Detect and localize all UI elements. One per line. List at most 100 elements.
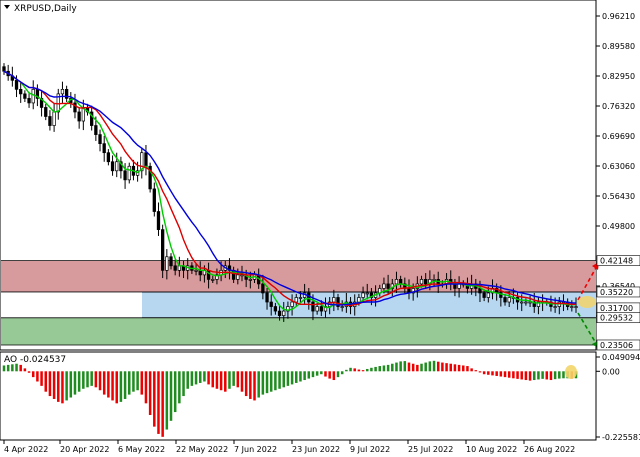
ao-bar <box>495 371 498 376</box>
candle <box>478 288 482 294</box>
ao-bar <box>307 371 311 379</box>
candle <box>532 301 536 307</box>
candle <box>319 306 323 312</box>
x-tick-label: 23 Jun 2022 <box>292 445 340 454</box>
candle <box>110 161 115 172</box>
ao-bar <box>382 365 386 372</box>
ao-bar <box>391 363 394 372</box>
ao-bar <box>524 371 528 381</box>
ao-bar <box>499 371 503 377</box>
ao-bar <box>349 367 352 372</box>
x-tick-label: 7 Jun 2022 <box>234 445 277 454</box>
candle <box>90 111 94 126</box>
ao-axis: 0.049094 0.00 -0.225581 <box>596 353 640 442</box>
ao-bar <box>365 368 369 372</box>
price-axis: 0.96210 0.89580 0.82950 0.76320 0.69690 0.630… <box>596 12 635 351</box>
candle <box>165 256 169 271</box>
price-label: 0.23506 <box>600 341 633 350</box>
ao-bar <box>40 371 43 386</box>
ao-bar <box>244 371 248 397</box>
ao-bar <box>374 366 377 372</box>
ao-bar <box>236 371 240 388</box>
candle <box>307 292 311 303</box>
candle <box>156 211 161 230</box>
ao-bar <box>144 371 148 404</box>
ao-bar <box>140 371 144 395</box>
candle <box>14 79 19 90</box>
ao-bar <box>115 371 118 404</box>
ao-bar <box>424 362 427 372</box>
ao-panel[interactable] <box>0 351 597 441</box>
ao-tick-label: 0.049094 <box>602 353 640 362</box>
candle <box>382 283 386 289</box>
ao-bar <box>324 371 327 377</box>
y-tick-label: 0.69690 <box>602 132 635 141</box>
ao-bar <box>553 371 557 380</box>
price-label: 0.29532 <box>600 314 633 323</box>
ao-bar <box>491 371 494 376</box>
candle <box>524 301 528 304</box>
candle <box>553 306 557 308</box>
candle <box>48 116 52 126</box>
ao-bar <box>98 371 102 391</box>
ao-bar <box>353 368 356 372</box>
candle <box>123 170 127 181</box>
candle <box>173 265 177 271</box>
ao-bar <box>44 371 48 392</box>
candle <box>269 301 273 307</box>
ao-bar <box>466 366 469 372</box>
ao-bar <box>102 371 106 395</box>
ao-bar <box>562 371 565 379</box>
ao-bar <box>6 364 10 372</box>
ao-highlight <box>565 365 577 379</box>
ao-bar <box>224 371 227 392</box>
ao-bar <box>165 371 169 430</box>
zone-support <box>1 317 596 345</box>
ao-tick-label: -0.225581 <box>602 433 640 442</box>
ao-bar <box>399 361 402 372</box>
ao-bar <box>136 371 139 391</box>
ao-bar <box>290 371 294 385</box>
ao-bar <box>345 369 348 372</box>
x-tick-label: 26 Aug 2022 <box>524 445 575 454</box>
ao-bar <box>482 371 486 375</box>
ao-bar <box>282 371 285 388</box>
ao-bar <box>52 371 56 399</box>
price-label-box <box>596 255 640 266</box>
ao-bar <box>65 371 68 401</box>
candle <box>507 297 511 303</box>
ao-bar <box>27 371 31 373</box>
candle <box>73 102 77 113</box>
candle <box>365 292 369 295</box>
ao-bar <box>232 371 235 386</box>
y-tick-label: 0.76320 <box>602 102 635 111</box>
ao-bar <box>295 371 298 383</box>
ao-bar <box>386 364 390 372</box>
price-label: 0.31700 <box>600 304 633 313</box>
ao-bar <box>190 371 194 386</box>
title-triangle-icon <box>4 5 10 9</box>
ao-bar <box>73 371 77 395</box>
candle <box>211 279 215 281</box>
ao-bar <box>19 364 22 372</box>
price-label-box <box>596 286 640 298</box>
candle <box>340 306 344 308</box>
candle <box>282 310 286 316</box>
candle <box>265 292 269 303</box>
ao-bar <box>2 365 6 372</box>
candle <box>215 274 219 280</box>
ao-bar <box>178 371 181 404</box>
ao-bar <box>186 371 189 389</box>
ao-bar <box>315 371 319 376</box>
ao-bar <box>445 363 448 372</box>
ao-tick-label: 0.00 <box>602 367 620 376</box>
ao-bar <box>441 362 444 372</box>
ao-bar <box>516 371 519 379</box>
candle <box>311 301 315 312</box>
x-tick-label: 6 May 2022 <box>118 445 165 454</box>
ao-bar <box>474 370 478 372</box>
candle <box>528 301 532 304</box>
ao-bar <box>299 371 302 382</box>
